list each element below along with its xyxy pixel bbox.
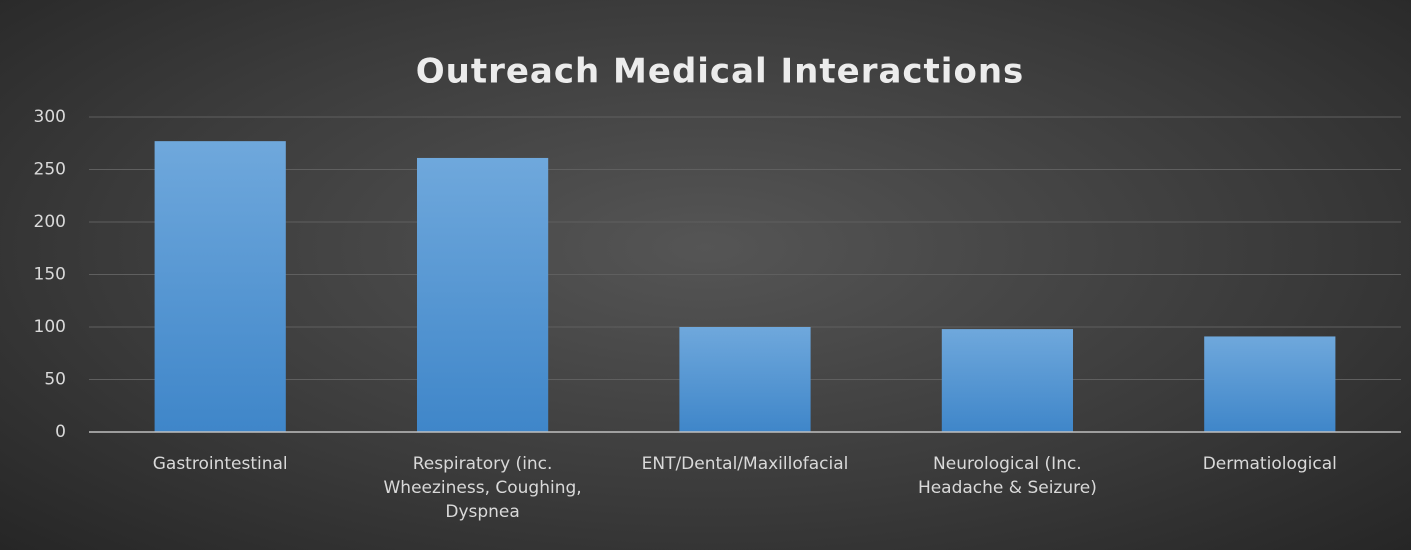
y-tick-label: 0 bbox=[55, 422, 66, 442]
y-tick-label: 100 bbox=[34, 317, 66, 337]
bar bbox=[679, 327, 811, 432]
x-tick-label: Dermatiological bbox=[1202, 454, 1337, 474]
y-tick-label: 200 bbox=[34, 212, 66, 232]
bar bbox=[417, 157, 549, 432]
y-tick-label: 50 bbox=[44, 370, 66, 390]
chart-title: Outreach Medical Interactions bbox=[416, 52, 1025, 92]
x-tick-label: Gastrointestinal bbox=[152, 454, 288, 474]
y-tick-label: 250 bbox=[34, 160, 66, 180]
bar bbox=[1204, 336, 1336, 432]
y-tick-label: 300 bbox=[34, 107, 66, 127]
x-tick-label: Respiratory (inc. Wheeziness, Coughing, … bbox=[383, 454, 582, 522]
bar bbox=[941, 329, 1073, 432]
x-tick-label: Neurological (Inc. Headache & Seizure) bbox=[917, 454, 1097, 498]
x-tick-label: ENT/Dental/Maxillofacial bbox=[641, 454, 849, 474]
bar bbox=[154, 141, 286, 432]
y-tick-label: 150 bbox=[34, 265, 66, 285]
